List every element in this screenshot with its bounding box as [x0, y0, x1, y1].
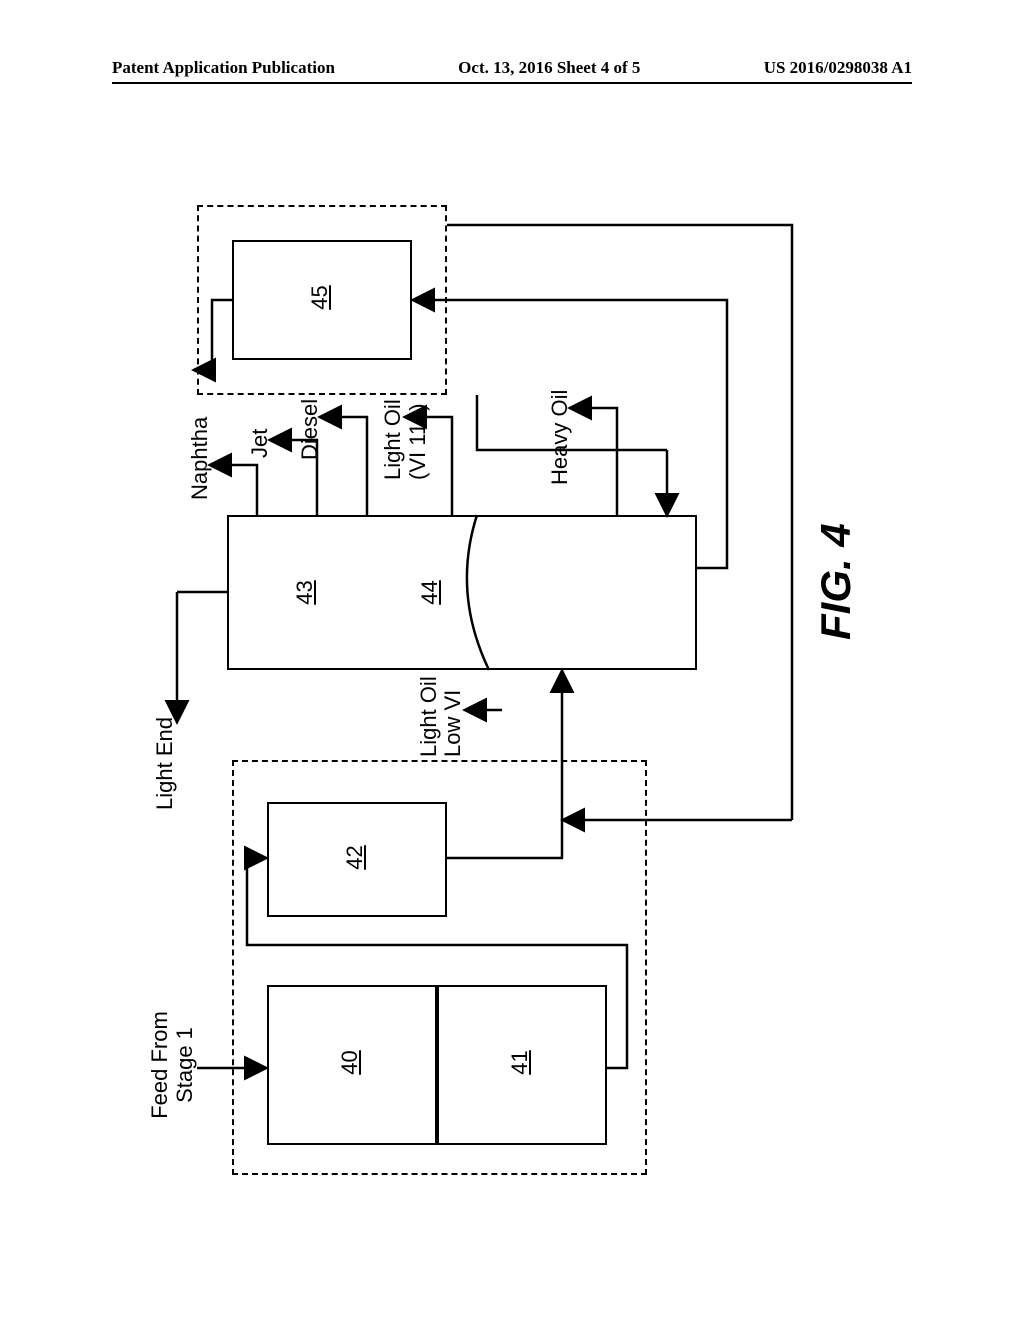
label-light-end: Light End — [152, 717, 177, 810]
figure-area: 40 41 42 43 44 45 — [0, 310, 1024, 1110]
label-jet: Jet — [247, 429, 272, 458]
process-flow-diagram: 40 41 42 43 44 45 — [112, 180, 912, 1240]
label-light-oil-low-vi: Light Oil Low VI — [417, 647, 465, 757]
label-naphtha: Naphtha — [187, 417, 212, 500]
header-left: Patent Application Publication — [112, 58, 335, 78]
header-right: US 2016/0298038 A1 — [764, 58, 912, 78]
label-diesel: Diesel — [297, 399, 322, 460]
label-light-oil-vi110: Light Oil (VI 110) — [380, 399, 431, 480]
label-heavy-oil: Heavy Oil — [547, 390, 572, 485]
flow-arrows — [112, 180, 912, 1240]
header-rule — [112, 82, 912, 84]
page-header: Patent Application Publication Oct. 13, … — [112, 58, 912, 78]
page: Patent Application Publication Oct. 13, … — [0, 0, 1024, 1320]
feed-label: Feed From Stage 1 — [147, 985, 198, 1145]
figure-title: FIG. 4 — [812, 523, 860, 640]
header-center: Oct. 13, 2016 Sheet 4 of 5 — [458, 58, 640, 78]
